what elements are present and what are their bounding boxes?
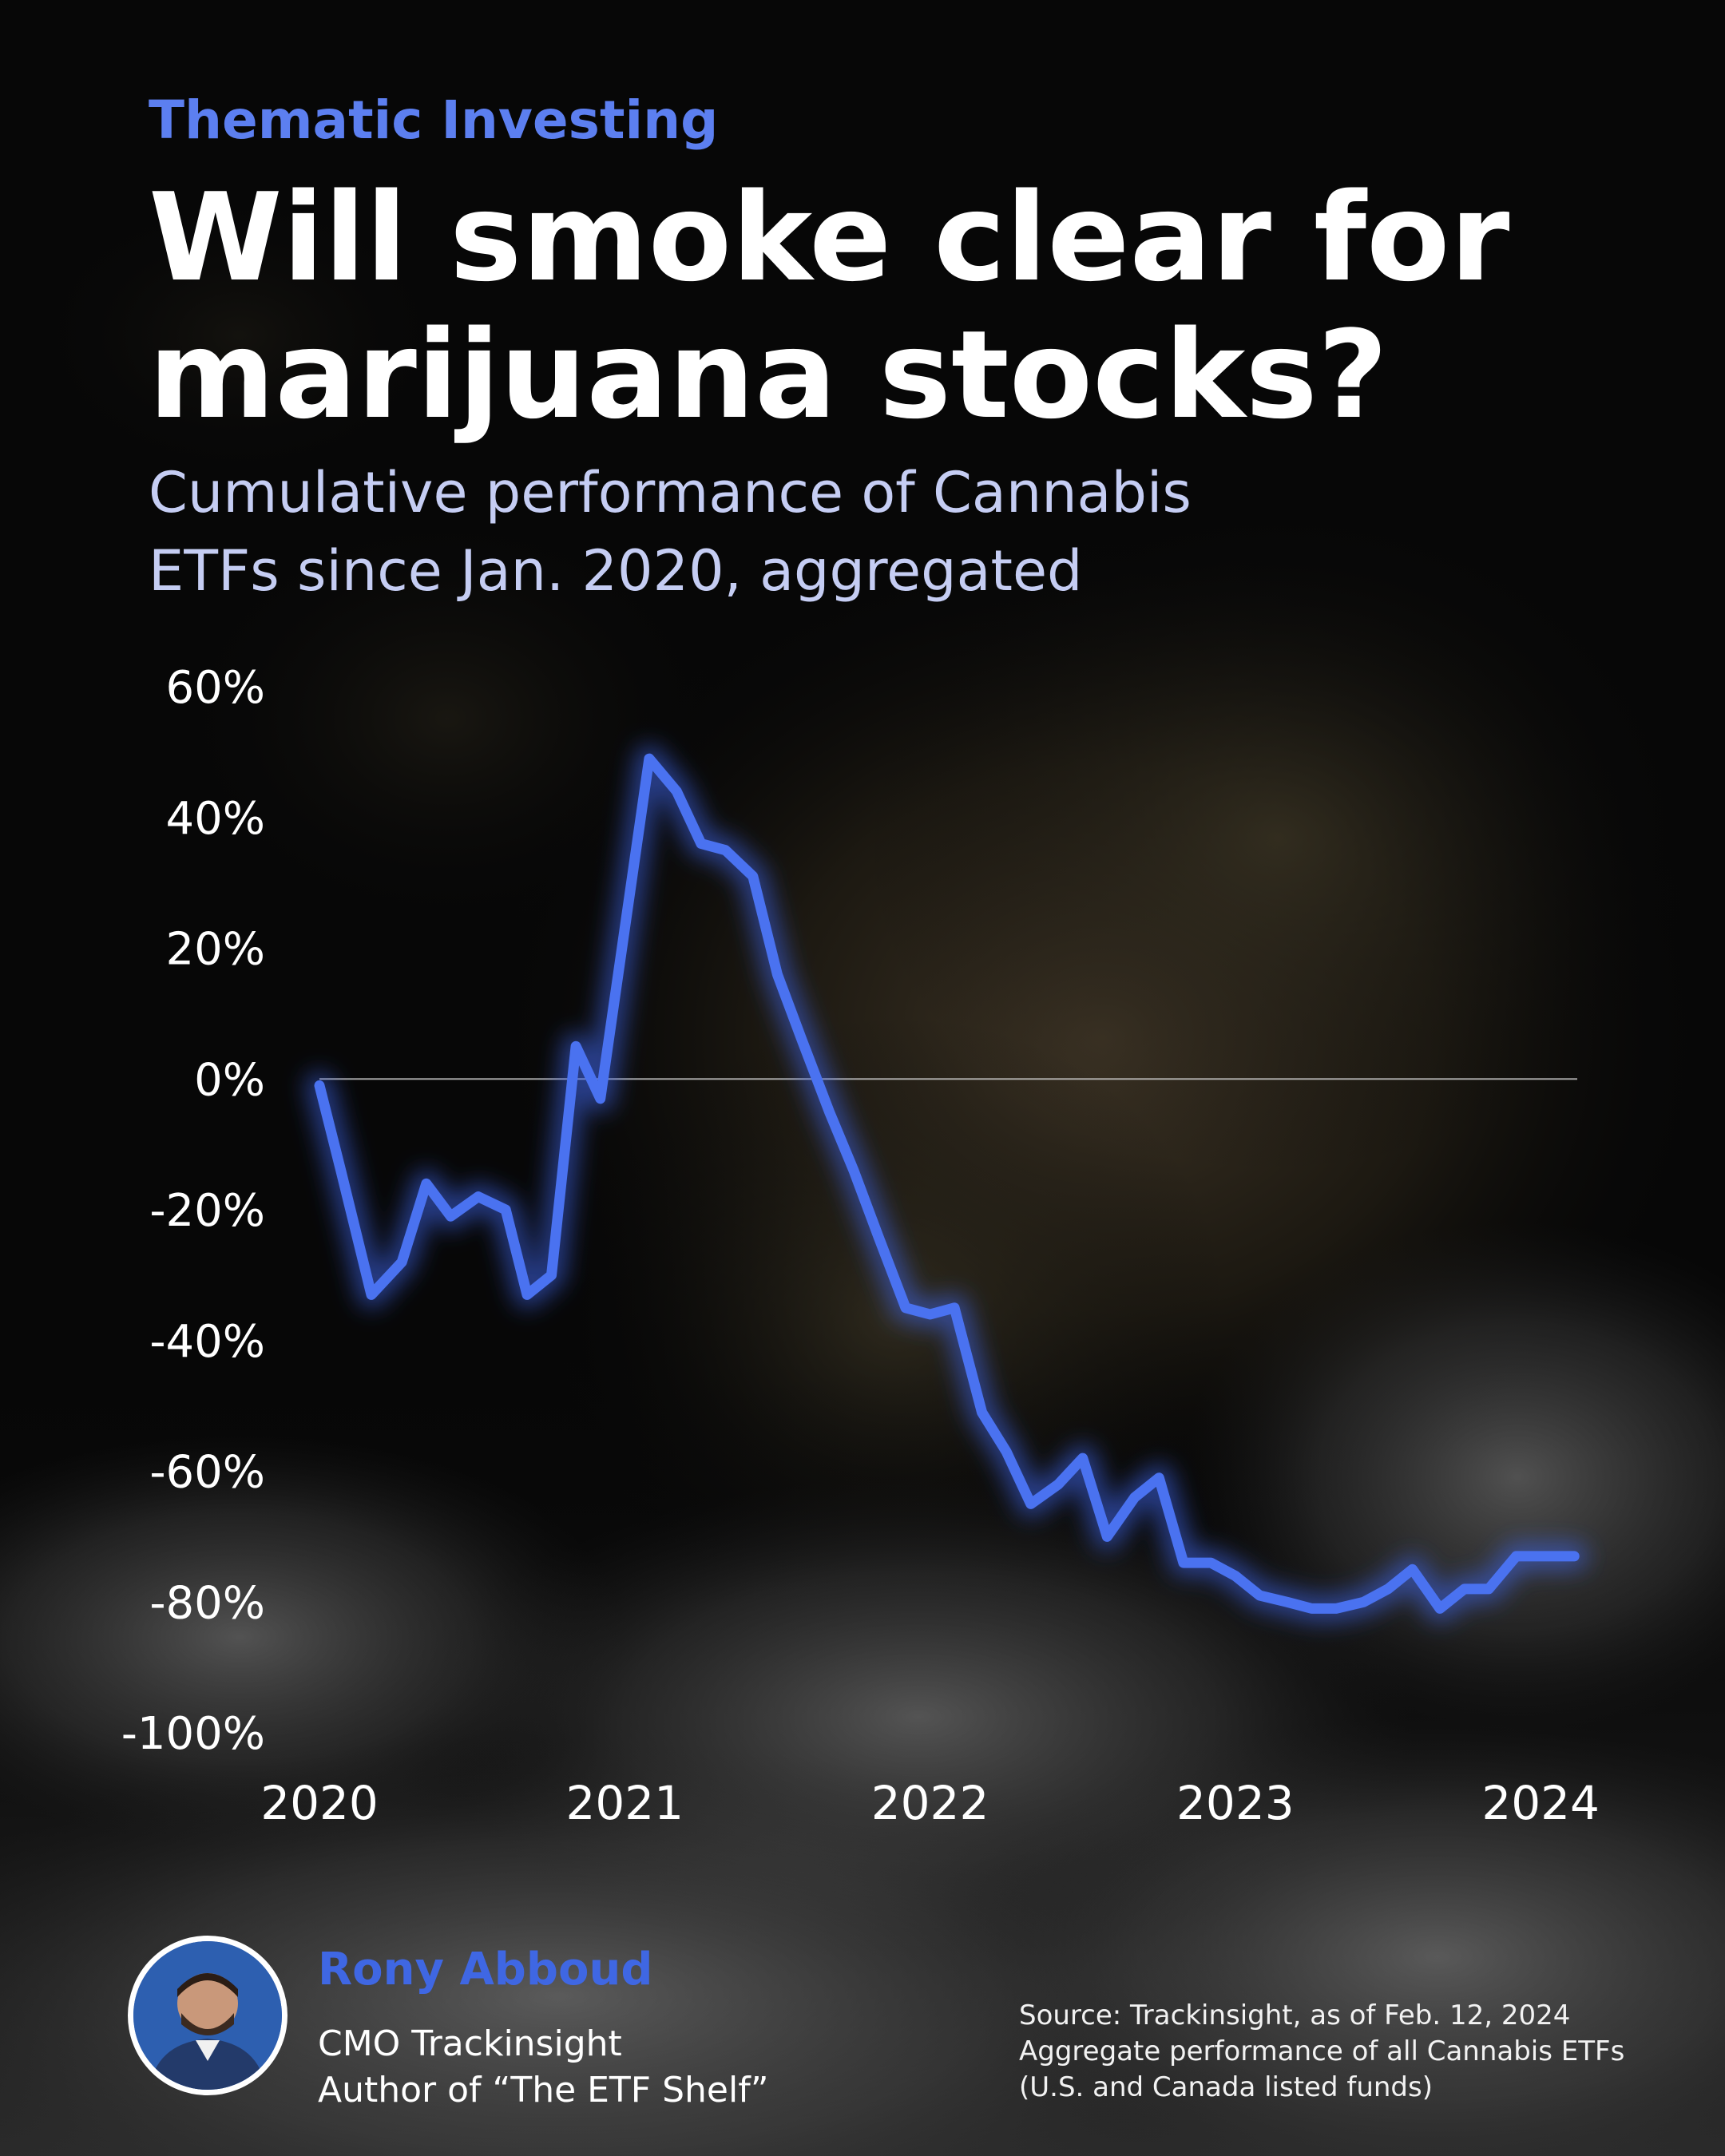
data-point xyxy=(501,1205,511,1215)
data-point xyxy=(672,787,682,796)
y-axis: 60% 40% 20% 0% -20% -40% -60% -80% -100% xyxy=(121,662,265,1760)
data-point xyxy=(1536,1551,1546,1561)
data-point xyxy=(1178,1558,1188,1568)
data-point xyxy=(1077,1453,1088,1464)
data-point xyxy=(1435,1603,1445,1614)
data-point xyxy=(571,1041,581,1052)
data-point xyxy=(1282,1597,1292,1607)
data-point xyxy=(644,754,654,764)
data-point xyxy=(1255,1591,1265,1601)
data-point xyxy=(1307,1603,1317,1614)
x-tick-label: 2023 xyxy=(1176,1776,1295,1830)
data-point xyxy=(1206,1558,1216,1568)
data-point xyxy=(620,923,630,933)
series-points xyxy=(315,754,1580,1614)
series-line xyxy=(314,753,1580,1614)
x-tick-label: 2024 xyxy=(1481,1776,1600,1830)
data-point xyxy=(1230,1571,1240,1581)
y-tick-label: -60% xyxy=(149,1447,265,1499)
data-point xyxy=(1358,1597,1369,1607)
y-tick-label: 60% xyxy=(166,662,265,714)
data-point xyxy=(522,1290,532,1300)
data-point xyxy=(473,1191,483,1202)
data-point xyxy=(1102,1532,1112,1542)
data-point xyxy=(797,1035,807,1045)
y-tick-label: -100% xyxy=(121,1708,265,1760)
person-icon xyxy=(133,1941,282,2090)
headline: Will smoke clear for marijuana stocks? xyxy=(149,167,1510,446)
data-point xyxy=(873,1231,883,1241)
data-point xyxy=(421,1179,431,1189)
data-point xyxy=(1053,1479,1064,1489)
data-point xyxy=(1383,1583,1393,1594)
data-point xyxy=(925,1310,935,1319)
data-point xyxy=(977,1407,987,1417)
source-note: Source: Trackinsight, as of Feb. 12, 202… xyxy=(1019,1998,1706,2106)
source-line-1: Source: Trackinsight, as of Feb. 12, 202… xyxy=(1019,1999,1571,2031)
data-point xyxy=(849,1165,859,1175)
x-tick-label: 2020 xyxy=(260,1776,379,1830)
data-point xyxy=(335,1165,346,1175)
data-point xyxy=(1569,1551,1580,1561)
series-line-glow xyxy=(306,745,1588,1623)
author-role: CMO Trackinsight xyxy=(318,2023,622,2064)
data-point xyxy=(1511,1551,1521,1561)
data-point xyxy=(696,838,706,849)
y-tick-label: -20% xyxy=(149,1185,265,1237)
y-tick-label: 40% xyxy=(166,793,265,845)
data-point xyxy=(367,1290,376,1300)
x-tick-label: 2022 xyxy=(871,1776,989,1830)
data-point xyxy=(1025,1499,1036,1509)
data-point xyxy=(1554,1551,1564,1561)
data-point xyxy=(546,1270,557,1280)
data-point xyxy=(772,969,783,980)
subtitle: Cumulative performance of Cannabis ETFs … xyxy=(149,454,1506,610)
y-tick-label: -80% xyxy=(149,1577,265,1629)
data-point xyxy=(824,1107,835,1117)
data-point xyxy=(1331,1603,1341,1614)
y-tick-label: 0% xyxy=(194,1054,265,1106)
x-tick-label: 2021 xyxy=(565,1776,684,1830)
data-point xyxy=(1407,1564,1418,1575)
data-point xyxy=(315,1080,324,1091)
data-point xyxy=(595,1093,605,1104)
data-point xyxy=(446,1211,456,1222)
data-point xyxy=(1484,1583,1494,1594)
y-tick-label: 20% xyxy=(166,924,265,976)
x-axis: 2020 2021 2022 2023 2024 xyxy=(260,1776,1600,1830)
data-point xyxy=(1459,1583,1469,1594)
avatar xyxy=(128,1936,288,2095)
author-book: Author of “The ETF Shelf” xyxy=(318,2070,769,2110)
author-name: Rony Abboud xyxy=(318,1944,653,1995)
data-point xyxy=(720,845,731,855)
eyebrow-label: Thematic Investing xyxy=(149,89,719,151)
data-point xyxy=(397,1257,407,1267)
data-point xyxy=(1154,1472,1164,1483)
data-point xyxy=(1129,1492,1140,1503)
y-tick-label: -40% xyxy=(149,1316,265,1368)
data-point xyxy=(748,871,758,882)
source-line-3: (U.S. and Canada listed funds) xyxy=(1019,2071,1433,2103)
data-point xyxy=(901,1302,910,1313)
data-point xyxy=(950,1302,960,1313)
subtitle-line-2: ETFs since Jan. 2020, aggregated xyxy=(149,538,1083,604)
subtitle-line-1: Cumulative performance of Cannabis xyxy=(149,460,1192,525)
data-point xyxy=(1001,1446,1012,1456)
source-line-2: Aggregate performance of all Cannabis ET… xyxy=(1019,2035,1625,2067)
